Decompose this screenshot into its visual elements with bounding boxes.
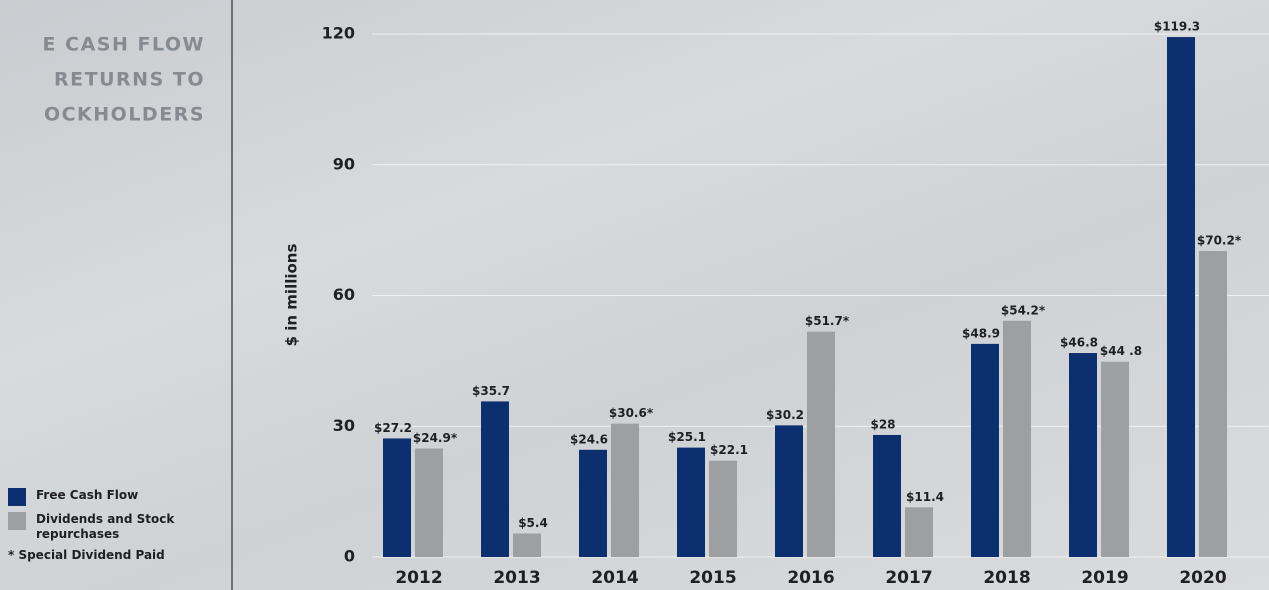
- value-label: $30.2: [766, 408, 804, 422]
- legend: Free Cash Flow Dividends and Stock repurc…: [8, 488, 230, 562]
- bar: [383, 438, 411, 557]
- x-tick-label: 2012: [395, 568, 442, 588]
- title-line: RETURNS TO: [54, 69, 205, 91]
- y-tick-label: 0: [344, 547, 355, 566]
- bar: [611, 424, 639, 557]
- title-line: E CASH FLOW: [43, 34, 205, 56]
- bar: [677, 448, 705, 557]
- footnote: * Special Dividend Paid: [8, 548, 230, 562]
- bar: [481, 401, 509, 557]
- legend-item: Free Cash Flow: [8, 488, 230, 506]
- bar: [1069, 353, 1097, 557]
- legend-item: Dividends and Stock repurchases: [8, 512, 230, 542]
- value-label: $48.9: [962, 326, 1000, 340]
- x-tick-label: 2016: [787, 568, 834, 588]
- bar: [1003, 321, 1031, 557]
- x-tick-label: 2015: [689, 568, 736, 588]
- bar: [971, 344, 999, 557]
- bar: [807, 332, 835, 557]
- value-label: $44 .8: [1100, 344, 1142, 358]
- value-label: $22.1: [710, 443, 748, 457]
- x-tick-label: 2014: [591, 568, 638, 588]
- bar: [513, 533, 541, 557]
- value-label: $30.6*: [609, 406, 654, 420]
- y-tick-label: 30: [333, 416, 355, 435]
- x-tick-label: 2018: [983, 568, 1030, 588]
- value-label: $119.3: [1154, 20, 1200, 34]
- bar: [1101, 362, 1129, 557]
- y-tick-label: 120: [322, 24, 355, 43]
- value-label: $24.9*: [413, 431, 458, 445]
- bar: [1167, 37, 1195, 557]
- bar: [873, 435, 901, 557]
- value-label: $5.4: [518, 516, 548, 530]
- value-label: $24.6: [570, 432, 608, 446]
- bar: [775, 425, 803, 557]
- value-label: $25.1: [668, 430, 706, 444]
- x-tick-label: 2017: [885, 568, 932, 588]
- legend-swatch: [8, 512, 26, 530]
- y-axis-label: $ in millions: [283, 244, 301, 347]
- value-label: $70.2*: [1197, 234, 1242, 248]
- y-tick-label: 60: [333, 285, 355, 304]
- legend-label: Free Cash Flow: [36, 488, 186, 503]
- value-label: $28: [870, 417, 895, 431]
- page: E CASH FLOW RETURNS TO OCKHOLDERS $ in m…: [0, 0, 1269, 590]
- legend-swatch: [8, 488, 26, 506]
- title-line: OCKHOLDERS: [44, 104, 205, 126]
- value-label: $46.8: [1060, 336, 1098, 350]
- bar: [415, 448, 443, 557]
- x-tick-label: 2020: [1179, 568, 1226, 588]
- bar: [709, 461, 737, 557]
- value-label: $35.7: [472, 384, 510, 398]
- value-label: $11.4: [906, 490, 944, 504]
- value-label: $54.2*: [1001, 303, 1046, 317]
- value-label: $51.7*: [805, 314, 850, 328]
- value-label: $27.2: [374, 421, 412, 435]
- y-tick-label: 90: [333, 154, 355, 173]
- legend-label: Dividends and Stock repurchases: [36, 512, 186, 542]
- bar: [905, 507, 933, 557]
- bar: [579, 450, 607, 557]
- x-tick-label: 2019: [1081, 568, 1128, 588]
- x-tick-label: 2013: [493, 568, 540, 588]
- bar: [1199, 251, 1227, 557]
